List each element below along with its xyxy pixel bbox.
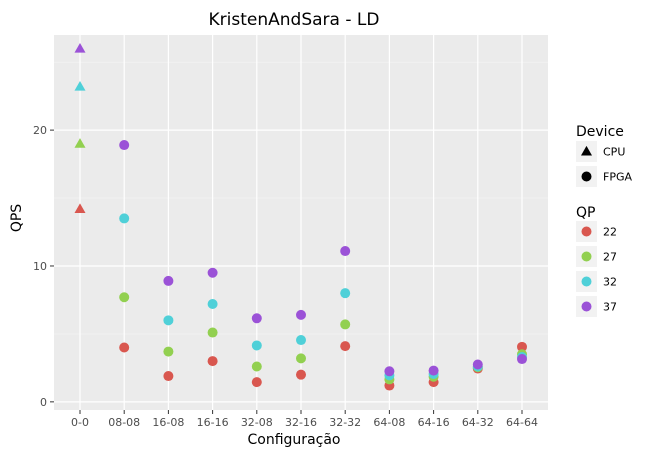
fpga-point-qp32 [340, 288, 351, 299]
y-tick-label: 0 [40, 396, 47, 409]
fpga-point-qp32 [119, 213, 130, 224]
shape-legend-title: Device [576, 124, 624, 140]
legend-color-swatch [581, 226, 592, 237]
fpga-point-qp32 [163, 315, 174, 326]
fpga-point-qp32 [296, 335, 306, 346]
x-tick-label: 64-16 [418, 416, 450, 429]
x-tick-label: 16-08 [152, 416, 184, 429]
fpga-point-qp37 [296, 309, 306, 320]
fpga-point-qp27 [251, 361, 262, 372]
legend-label: 32 [603, 276, 617, 289]
cpu-point-qp37 [74, 43, 86, 53]
legend-color-swatch [581, 276, 592, 287]
legend-label: CPU [603, 146, 625, 159]
x-tick-label: 0-0 [71, 416, 89, 429]
data-points [74, 43, 527, 391]
fpga-point-qp22 [340, 341, 351, 352]
cpu-point-qp32 [74, 81, 86, 91]
color-legend-title: QP [576, 205, 595, 221]
fpga-point-qp37 [119, 140, 130, 151]
x-tick-label: 08-08 [108, 416, 140, 429]
legend: Device CPU FPGA QP 22 27 32 37 [576, 124, 632, 317]
legend-triangle-icon [581, 145, 592, 156]
legend-label: 37 [603, 301, 617, 314]
y-tick-label: 10 [33, 260, 47, 273]
fpga-point-qp37 [472, 359, 483, 370]
fpga-point-qp37 [384, 366, 395, 377]
chart-title: KristenAndSara - LD [209, 10, 380, 30]
x-tick-label: 32-08 [241, 416, 273, 429]
cpu-point-qp27 [74, 138, 86, 148]
x-tick-label: 64-08 [373, 416, 405, 429]
y-axis: 0 10 20 [33, 124, 54, 409]
fpga-point-qp37 [340, 246, 351, 257]
fpga-point-qp27 [207, 327, 218, 338]
x-axis: 0-0 08-08 16-08 16-16 32-08 32-16 32-32 64-08 64… [71, 410, 538, 429]
fpga-point-qp32 [251, 340, 262, 351]
fpga-point-qp37 [207, 267, 218, 278]
fpga-point-qp27 [119, 292, 130, 303]
fpga-point-qp22 [163, 371, 174, 382]
fpga-point-qp37 [251, 313, 262, 324]
fpga-point-qp22 [119, 342, 130, 353]
fpga-point-qp37 [428, 365, 439, 376]
legend-label: 22 [603, 226, 617, 239]
legend-color-swatch [581, 251, 592, 262]
fpga-point-qp22 [296, 369, 306, 380]
legend-circle-icon [581, 171, 592, 182]
x-tick-label: 32-32 [329, 416, 361, 429]
x-tick-label: 64-32 [462, 416, 494, 429]
fpga-point-qp32 [207, 299, 218, 310]
x-tick-label: 64-64 [506, 416, 538, 429]
legend-label: FPGA [603, 171, 632, 184]
x-tick-label: 16-16 [197, 416, 229, 429]
fpga-point-qp37 [163, 275, 174, 286]
fpga-point-qp27 [296, 353, 306, 364]
x-tick-label: 32-16 [285, 416, 317, 429]
fpga-point-qp22 [207, 356, 218, 367]
x-axis-title: Configuração [248, 432, 341, 448]
legend-color-swatch [581, 301, 592, 312]
y-tick-label: 20 [33, 124, 47, 137]
legend-label: 27 [603, 251, 617, 264]
fpga-point-qp27 [340, 319, 351, 330]
fpga-point-qp37 [517, 354, 527, 365]
fpga-point-qp27 [163, 346, 174, 357]
cpu-point-qp22 [74, 203, 86, 213]
fpga-point-qp22 [251, 377, 262, 388]
fpga-point-qp22 [517, 341, 527, 352]
y-axis-title: QPS [9, 204, 25, 232]
